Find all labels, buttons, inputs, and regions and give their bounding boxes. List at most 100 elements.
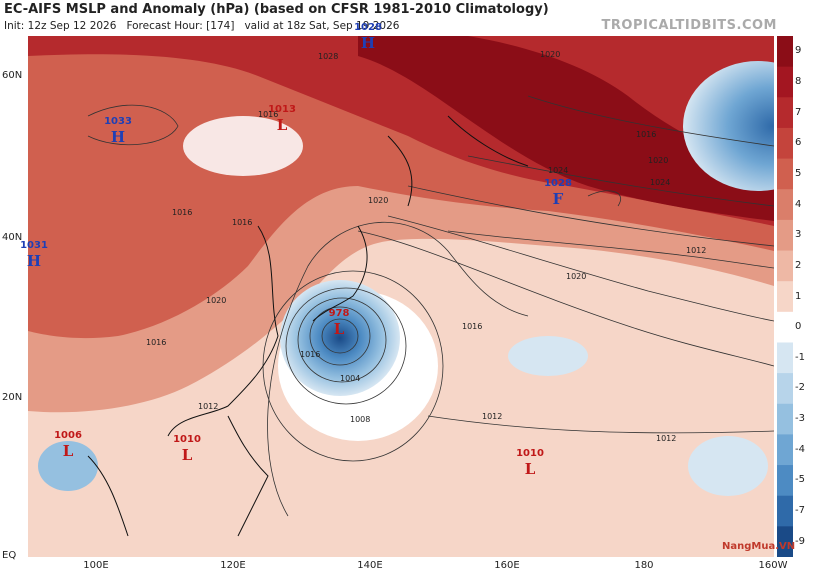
- colorbar-swatch: [777, 495, 793, 527]
- pressure-center-value: 1010: [516, 448, 544, 459]
- colorbar-label: -5: [795, 474, 805, 486]
- isobar-label: 1020: [368, 196, 389, 205]
- isobar-label: 1020: [566, 272, 587, 281]
- colorbar-swatch: [777, 127, 793, 160]
- colorbar-swatch: [777, 342, 793, 374]
- isobar-label: 1012: [482, 412, 503, 421]
- subtitle: Init: 12z Sep 12 2026 Forecast Hour: [17…: [4, 20, 399, 32]
- colorbar-swatch: [777, 250, 793, 282]
- colorbar-label: -7: [795, 505, 805, 517]
- pressure-center-symbol: L: [333, 320, 345, 338]
- colorbar-swatch: [777, 311, 793, 343]
- negative-anomaly-northeast: [683, 61, 774, 191]
- isobar-label: 1024: [650, 178, 671, 187]
- colorbar-label: -3: [795, 413, 805, 425]
- isobar-label: 1008: [350, 415, 371, 424]
- valid-time: valid at 18z Sat, Sep 19 2026: [244, 20, 400, 32]
- isobar-label: 1020: [648, 156, 669, 165]
- init-time: Init: 12z Sep 12 2026: [4, 20, 117, 32]
- isobar-label: 1012: [686, 246, 707, 255]
- nangmua-watermark: NangMua.VN: [722, 541, 796, 552]
- pressure-center-symbol: L: [62, 442, 74, 460]
- isobar-label: 1016: [172, 208, 193, 217]
- colorbar-swatch: [777, 219, 793, 252]
- pressure-center-symbol: L: [276, 116, 288, 134]
- colorbar-label: 0: [795, 321, 802, 333]
- isobar-label: 1016: [232, 218, 253, 227]
- colorbar-label: 4: [795, 198, 802, 210]
- mslp-anomaly-map: [28, 36, 774, 557]
- pressure-center-value: 1006: [54, 430, 82, 441]
- tropical-cyclone-anomaly: [280, 280, 400, 396]
- isobars: [87, 95, 774, 517]
- colorbar-swatch: [777, 97, 793, 129]
- longitude-label: 160W: [758, 560, 788, 571]
- peak-warm-anomaly: [358, 36, 774, 221]
- colorbar-label: 1: [795, 290, 802, 302]
- latitude-label: EQ: [2, 550, 17, 561]
- pressure-center-symbol: H: [110, 128, 126, 146]
- isobar-label: 1016: [462, 322, 483, 331]
- colorbar-swatch: [777, 465, 793, 497]
- isobar-label: 1020: [540, 50, 561, 59]
- colorbar-label: 3: [795, 229, 802, 241]
- isobar-label: 1012: [198, 402, 219, 411]
- colorbar-label: 2: [795, 259, 802, 271]
- isobar-label: 1028: [318, 52, 339, 61]
- colorbar-label: -9: [795, 535, 805, 547]
- negative-patch: [38, 441, 98, 491]
- colorbar-label: -2: [795, 382, 805, 394]
- colorbar-swatch: [777, 189, 793, 221]
- colorbar-label: 7: [795, 106, 802, 118]
- pressure-center-value: 1028: [354, 22, 382, 33]
- pressure-center-symbol: L: [524, 460, 536, 478]
- latitude-label: 20N: [2, 392, 23, 403]
- isobar-label: 1012: [656, 434, 677, 443]
- colorbar-label: 9: [795, 45, 802, 57]
- isobar-label: 1016: [258, 110, 279, 119]
- isobar-label: 1020: [206, 296, 227, 305]
- neutral-patch-north: [183, 116, 303, 176]
- longitude-label: 100E: [83, 560, 109, 571]
- isobar-label: 1004: [340, 374, 361, 383]
- pressure-center-value: 1010: [173, 434, 201, 445]
- pressure-center-value: 1028: [544, 178, 572, 189]
- isobar-label: 1016: [300, 350, 321, 359]
- colorbar-swatch: [777, 434, 793, 466]
- colorbar-swatch: [777, 403, 793, 435]
- forecast-hour: Forecast Hour: [174]: [126, 20, 235, 32]
- isobar-label: 1016: [146, 338, 167, 347]
- colorbar-swatch: [777, 66, 793, 98]
- pressure-center-value: 1013: [268, 104, 296, 115]
- colorbar-swatch: [777, 158, 793, 190]
- pressure-center-symbol: F: [552, 190, 564, 208]
- pressure-center-symbol: L: [181, 446, 193, 464]
- colorbar-label: -1: [795, 351, 805, 363]
- colorbar-swatch: [777, 373, 793, 405]
- longitude-label: 140E: [357, 560, 383, 571]
- pressure-center-symbol: H: [360, 34, 376, 52]
- longitude-label: 160E: [494, 560, 520, 571]
- latitude-label: 40N: [2, 232, 23, 243]
- colorbar-label: -4: [795, 443, 805, 455]
- isobar-label: 1016: [636, 130, 657, 139]
- colorbar-label: 5: [795, 167, 802, 179]
- pressure-center-symbol: H: [26, 252, 42, 270]
- colorbar-swatch: [777, 281, 793, 313]
- colorbar-label: 6: [795, 137, 802, 149]
- longitude-label: 120E: [220, 560, 246, 571]
- pressure-center-value: 978: [328, 308, 350, 319]
- negative-patch: [508, 336, 588, 376]
- colorbar-label: 8: [795, 75, 802, 87]
- isobar-label: 1024: [548, 166, 569, 175]
- colorbar: [777, 36, 793, 557]
- chart-title: EC-AIFS MSLP and Anomaly (hPa) (based on…: [4, 2, 549, 17]
- pressure-center-value: 1033: [104, 116, 132, 127]
- site-brand: TROPICALTIDBITS.COM: [601, 18, 777, 33]
- pressure-center-value: 1031: [20, 240, 48, 251]
- longitude-label: 180: [634, 560, 654, 571]
- colorbar-swatch: [777, 526, 793, 557]
- colorbar-swatch: [777, 36, 793, 68]
- negative-patch: [688, 436, 768, 496]
- latitude-label: 60N: [2, 70, 23, 81]
